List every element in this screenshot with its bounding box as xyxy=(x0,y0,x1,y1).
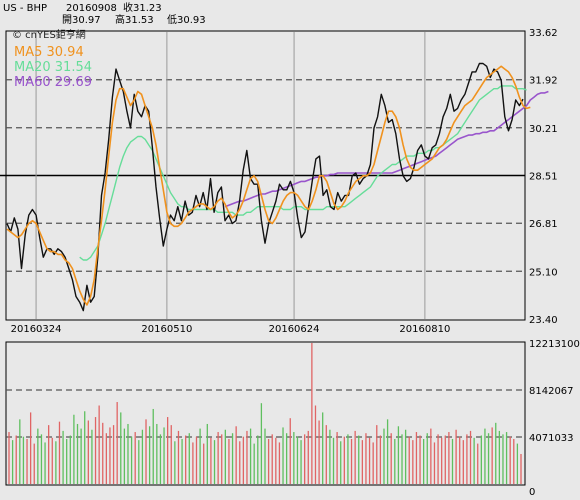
date-tick-label: 20160810 xyxy=(399,324,450,335)
open-price-label: 開30.97 xyxy=(62,15,101,26)
price-tick-label: 28.51 xyxy=(529,172,558,183)
price-tick-label: 25.10 xyxy=(529,267,558,278)
volume-tick-label: 12213100 xyxy=(529,339,580,350)
volume-panel-frame xyxy=(5,341,526,486)
date-axis: 20160324 20160510 20160624 20160810 xyxy=(11,324,451,335)
legend-entry: MA60 29.69 xyxy=(14,75,92,90)
series-close-line xyxy=(6,62,524,312)
series-ma20-line xyxy=(79,85,527,261)
date-tick-label: 20160324 xyxy=(11,324,62,335)
date-tick-label: 20160624 xyxy=(269,324,320,335)
volume-tick-label: 4071033 xyxy=(529,433,574,444)
price-tick-label: 26.81 xyxy=(529,219,558,230)
series-ma5-line xyxy=(6,65,531,306)
price-grid xyxy=(0,32,525,319)
volume-tick-label: 8142067 xyxy=(529,386,574,397)
date-label: 20160908 xyxy=(66,3,117,14)
legend-entry: MA5 30.94 xyxy=(14,45,84,60)
low-price-label: 低30.93 xyxy=(167,15,206,26)
price-tick-label: 30.21 xyxy=(529,124,558,135)
series-ma60-line xyxy=(224,90,549,208)
close-price-label: 收31.23 xyxy=(123,3,162,14)
price-axis: 33.62 31.92 30.21 28.51 26.81 25.10 23.40 xyxy=(529,28,558,326)
high-price-label: 高31.53 xyxy=(115,15,154,26)
watermark: © cnYES鉅亨網 xyxy=(12,28,86,41)
volume-axis: 12213100 8142067 4071033 0 xyxy=(529,339,580,498)
volume-tick-label: 0 xyxy=(529,487,535,498)
price-lines xyxy=(6,62,549,312)
price-tick-label: 23.40 xyxy=(529,315,558,326)
price-tick-label: 33.62 xyxy=(529,28,558,39)
volume-bars xyxy=(8,343,522,484)
price-tick-label: 31.92 xyxy=(529,76,558,87)
symbol-label: US - BHP xyxy=(3,3,48,14)
legend-entry: MA20 31.54 xyxy=(14,60,92,75)
date-tick-label: 20160510 xyxy=(141,324,192,335)
